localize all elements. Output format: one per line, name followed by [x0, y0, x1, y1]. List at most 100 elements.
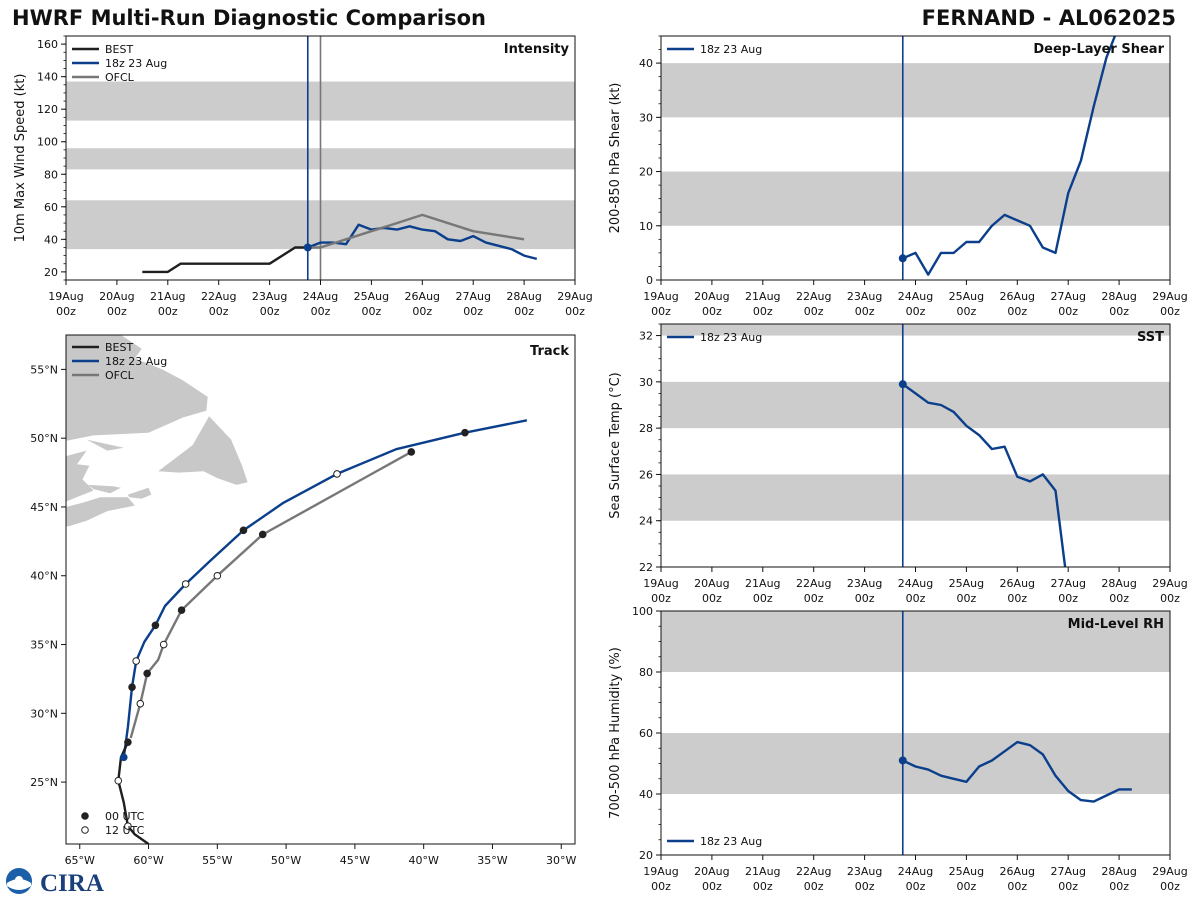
- sst-init-marker: [898, 380, 907, 389]
- shear-band: [661, 63, 1170, 118]
- sst-band: [661, 381, 1170, 429]
- track-marker-00z: [239, 526, 248, 535]
- shear-xtick-day: 24Aug: [898, 290, 933, 303]
- rh-xtick-hour: 00z: [753, 880, 773, 893]
- shear-ytick-label: 30: [639, 111, 653, 124]
- rh-ytick-label: 20: [639, 849, 653, 862]
- shear-frame: [660, 35, 1171, 281]
- shear-xtick-hour: 00z: [1160, 305, 1180, 318]
- track-xtick-label: 65°W: [65, 854, 95, 867]
- track-series-group: [114, 419, 528, 844]
- sst-xtick-hour: 00z: [651, 592, 671, 605]
- land-polygon: [66, 497, 135, 527]
- noaa-cira-logo: CIRA: [6, 868, 104, 896]
- intensity-series-group: [142, 213, 538, 274]
- track-marker-00z: [177, 606, 186, 614]
- rh-xtick-hour: 00z: [1160, 880, 1180, 893]
- rh-xtick-hour: 00z: [1058, 880, 1078, 893]
- track-marker-12z: [333, 470, 341, 478]
- sst-xtick-hour: 00z: [1109, 592, 1129, 605]
- track-frame: [65, 334, 576, 845]
- track-marker-00z: [151, 621, 160, 630]
- track-ytick-label: 35°N: [30, 639, 58, 652]
- sst-xtick-day: 26Aug: [1000, 577, 1035, 590]
- sst-band: [661, 474, 1170, 521]
- intensity-line-best: [142, 246, 308, 274]
- shear-xtick-day: 27Aug: [1050, 290, 1085, 303]
- intensity-xtick-day: 22Aug: [201, 290, 236, 303]
- sst-xtick-day: 27Aug: [1050, 577, 1085, 590]
- rh-xtick-day: 20Aug: [694, 865, 729, 878]
- rh-line-18z-23-aug: [902, 740, 1132, 803]
- rh-xtick-day: 21Aug: [745, 865, 780, 878]
- intensity-line-18z-23-aug: [307, 223, 538, 261]
- land-polygon: [88, 484, 121, 494]
- shear-ytick-label: 10: [639, 220, 653, 233]
- shear-series-group: [902, 36, 1117, 276]
- sst-xtick-hour: 00z: [804, 592, 824, 605]
- land-polygon: [68, 390, 101, 408]
- rh-xtick-hour: 00z: [804, 880, 824, 893]
- intensity-xtick-day: 20Aug: [99, 290, 134, 303]
- intensity-xtick-hour: 00z: [565, 305, 585, 318]
- rh-frame: [660, 610, 1171, 856]
- track-marker-00z: [128, 683, 136, 691]
- intensity-xtick-hour: 00z: [311, 305, 331, 318]
- sst-legend-label: 18z 23 Aug: [700, 331, 762, 344]
- rh-xtick-day: 25Aug: [949, 865, 984, 878]
- storm-title: FERNAND - AL062025: [921, 6, 1176, 30]
- sst-ytick-label: 26: [639, 468, 653, 481]
- track-ytick-label: 45°N: [30, 501, 58, 514]
- shear-ytick-label: 20: [639, 166, 653, 179]
- intensity-ytick-label: 140: [37, 71, 58, 84]
- rh-series-group: [902, 740, 1132, 803]
- shear-xtick-hour: 00z: [1007, 305, 1027, 318]
- intensity-xtick-hour: 00z: [362, 305, 382, 318]
- track-xtick-label: 60°W: [133, 854, 163, 867]
- shear-xtick-day: 20Aug: [694, 290, 729, 303]
- track-marker-legend-symbol: [81, 826, 89, 834]
- rh-band: [661, 733, 1170, 794]
- rh-xtick-hour: 00z: [702, 880, 722, 893]
- track-xtick-label: 30°W: [546, 854, 576, 867]
- sst-xtick-day: 22Aug: [796, 577, 831, 590]
- rh-xtick-day: 27Aug: [1050, 865, 1085, 878]
- sst-xtick-hour: 00z: [1160, 592, 1180, 605]
- sst-xtick-day: 29Aug: [1152, 577, 1187, 590]
- intensity-xtick-day: 26Aug: [405, 290, 440, 303]
- rh-legend-label: 18z 23 Aug: [700, 835, 762, 848]
- intensity-xtick-hour: 00z: [56, 305, 76, 318]
- shear-xtick-day: 23Aug: [847, 290, 882, 303]
- intensity-frame: [65, 35, 576, 281]
- land-polygon: [86, 439, 124, 451]
- track-marker-00z: [124, 738, 132, 747]
- sst-xtick-day: 25Aug: [949, 577, 984, 590]
- intensity-xtick-day: 28Aug: [506, 290, 541, 303]
- intensity-title: Intensity: [504, 42, 570, 57]
- rh-ytick-label: 100: [632, 605, 653, 618]
- land-polygon: [66, 335, 208, 441]
- track-legend-label: BEST: [105, 341, 133, 354]
- intensity-legend-label: 18z 23 Aug: [105, 57, 167, 70]
- sst-xtick-hour: 00z: [702, 592, 722, 605]
- intensity-ylabel: 10m Max Wind Speed (kt): [13, 74, 28, 243]
- track-xtick-label: 50°W: [271, 854, 301, 867]
- track-marker-12z: [132, 657, 140, 665]
- shear-xtick-day: 26Aug: [1000, 290, 1035, 303]
- shear-ytick-label: 40: [639, 57, 653, 70]
- track-xtick-label: 55°W: [202, 854, 232, 867]
- rh-ylabel: 700-500 hPa Humidity (%): [608, 647, 623, 819]
- track-ytick-label: 50°N: [30, 432, 58, 445]
- intensity-ytick-label: 160: [37, 38, 58, 51]
- rh-xtick-hour: 00z: [1007, 880, 1027, 893]
- noaa-logo-icon: [6, 868, 32, 894]
- rh-ytick-label: 60: [639, 727, 653, 740]
- rh-xtick-day: 29Aug: [1152, 865, 1187, 878]
- track-title: Track: [530, 344, 569, 359]
- sst-xtick-day: 21Aug: [745, 577, 780, 590]
- sst-xtick-hour: 00z: [1058, 592, 1078, 605]
- rh-xtick-day: 26Aug: [1000, 865, 1035, 878]
- track-marker-12z: [181, 580, 190, 588]
- rh-xtick-hour: 00z: [957, 880, 977, 893]
- intensity-xtick-day: 27Aug: [455, 290, 490, 303]
